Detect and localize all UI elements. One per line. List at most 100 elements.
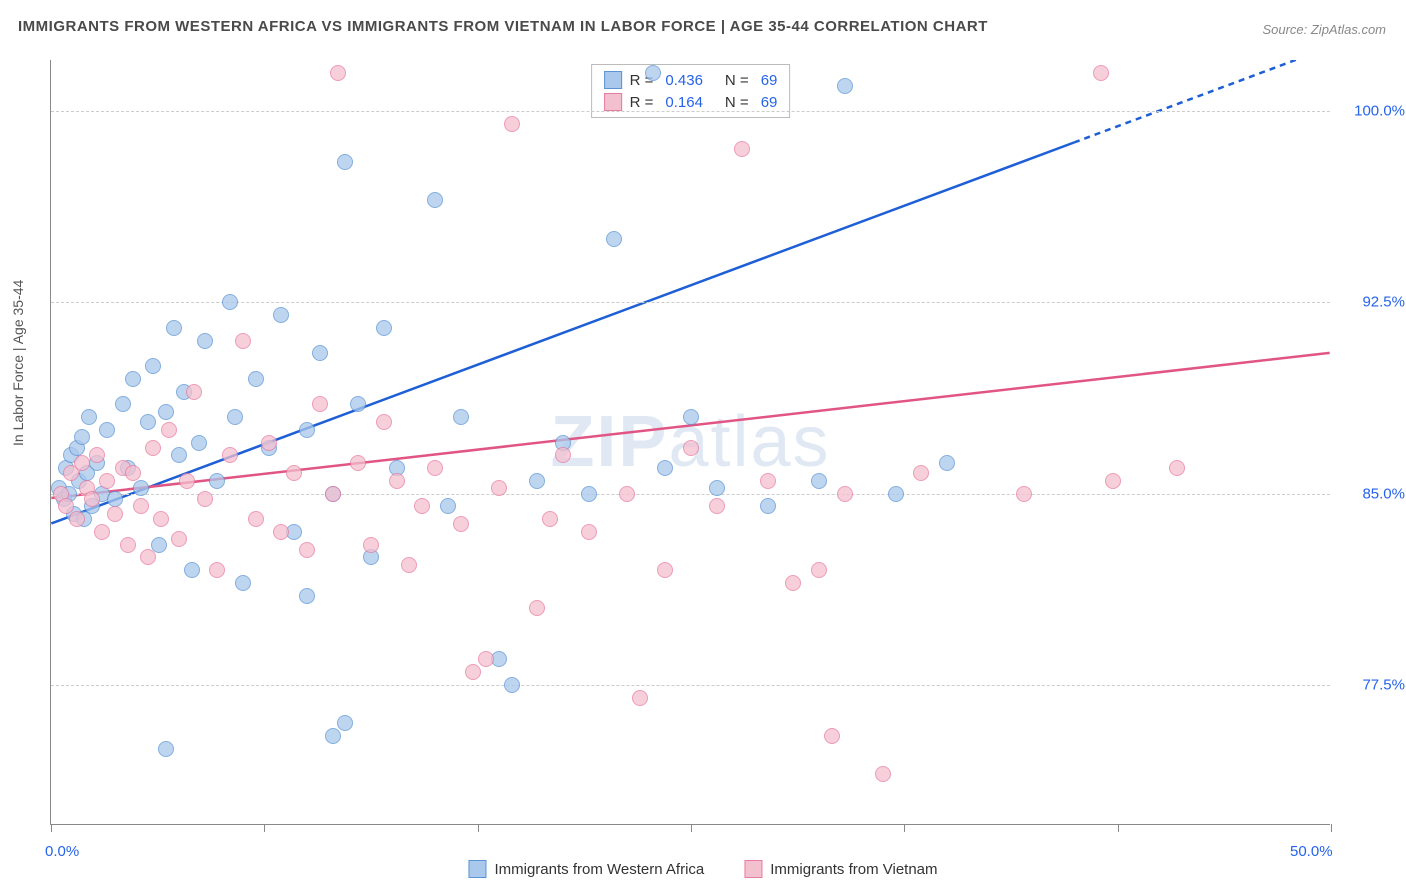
data-point bbox=[325, 486, 341, 502]
x-tick-label: 0.0% bbox=[45, 843, 79, 860]
data-point bbox=[158, 741, 174, 757]
data-point bbox=[939, 455, 955, 471]
data-point bbox=[785, 575, 801, 591]
data-point bbox=[350, 396, 366, 412]
data-point bbox=[875, 766, 891, 782]
source-attribution: Source: ZipAtlas.com bbox=[1262, 22, 1386, 37]
data-point bbox=[657, 562, 673, 578]
data-point bbox=[89, 447, 105, 463]
data-point bbox=[645, 65, 661, 81]
data-point bbox=[811, 473, 827, 489]
data-point bbox=[158, 404, 174, 420]
x-tick bbox=[478, 824, 479, 832]
data-point bbox=[299, 588, 315, 604]
data-point bbox=[414, 498, 430, 514]
data-point bbox=[504, 677, 520, 693]
data-point bbox=[273, 524, 289, 540]
data-point bbox=[125, 465, 141, 481]
data-point bbox=[171, 531, 187, 547]
data-point bbox=[1105, 473, 1121, 489]
legend-n-label: N = bbox=[725, 94, 749, 111]
data-point bbox=[427, 192, 443, 208]
data-point bbox=[133, 498, 149, 514]
data-point bbox=[179, 473, 195, 489]
legend-row: R =0.436N =69 bbox=[604, 69, 778, 91]
data-point bbox=[440, 498, 456, 514]
legend-n-label: N = bbox=[725, 72, 749, 89]
legend-swatch bbox=[468, 860, 486, 878]
data-point bbox=[478, 651, 494, 667]
data-point bbox=[330, 65, 346, 81]
data-point bbox=[171, 447, 187, 463]
data-point bbox=[811, 562, 827, 578]
data-point bbox=[465, 664, 481, 680]
data-point bbox=[115, 396, 131, 412]
data-point bbox=[74, 429, 90, 445]
data-point bbox=[145, 358, 161, 374]
trend-line-dashed bbox=[1074, 60, 1330, 143]
legend-r-label: R = bbox=[630, 94, 654, 111]
data-point bbox=[99, 422, 115, 438]
legend-label: Immigrants from Western Africa bbox=[494, 861, 704, 878]
legend-swatch bbox=[744, 860, 762, 878]
data-point bbox=[209, 473, 225, 489]
y-axis-label: In Labor Force | Age 35-44 bbox=[10, 280, 26, 446]
data-point bbox=[824, 728, 840, 744]
data-point bbox=[542, 511, 558, 527]
data-point bbox=[453, 516, 469, 532]
data-point bbox=[222, 447, 238, 463]
data-point bbox=[734, 141, 750, 157]
data-point bbox=[376, 414, 392, 430]
data-point bbox=[401, 557, 417, 573]
legend-n-value: 69 bbox=[761, 72, 778, 89]
data-point bbox=[337, 154, 353, 170]
data-point bbox=[81, 409, 97, 425]
x-tick bbox=[904, 824, 905, 832]
data-point bbox=[913, 465, 929, 481]
data-point bbox=[389, 473, 405, 489]
data-point bbox=[312, 345, 328, 361]
data-point bbox=[286, 465, 302, 481]
data-point bbox=[837, 486, 853, 502]
data-point bbox=[84, 491, 100, 507]
legend-row: R =0.164N =69 bbox=[604, 91, 778, 113]
data-point bbox=[133, 480, 149, 496]
data-point bbox=[161, 422, 177, 438]
data-point bbox=[491, 480, 507, 496]
data-point bbox=[709, 480, 725, 496]
data-point bbox=[125, 371, 141, 387]
legend-label: Immigrants from Vietnam bbox=[770, 861, 937, 878]
data-point bbox=[529, 473, 545, 489]
x-tick bbox=[691, 824, 692, 832]
data-point bbox=[273, 307, 289, 323]
data-point bbox=[140, 549, 156, 565]
data-point bbox=[120, 537, 136, 553]
gridline bbox=[51, 302, 1330, 303]
data-point bbox=[363, 537, 379, 553]
legend-item: Immigrants from Vietnam bbox=[744, 860, 937, 878]
data-point bbox=[222, 294, 238, 310]
data-point bbox=[683, 409, 699, 425]
data-point bbox=[94, 524, 110, 540]
legend-r-value: 0.164 bbox=[665, 94, 703, 111]
data-point bbox=[99, 473, 115, 489]
data-point bbox=[197, 491, 213, 507]
gridline bbox=[51, 111, 1330, 112]
correlation-legend: R =0.436N =69R =0.164N =69 bbox=[591, 64, 791, 118]
x-tick bbox=[264, 824, 265, 832]
x-tick-label: 50.0% bbox=[1290, 843, 1333, 860]
data-point bbox=[760, 473, 776, 489]
data-point bbox=[299, 542, 315, 558]
legend-swatch bbox=[604, 71, 622, 89]
data-point bbox=[191, 435, 207, 451]
data-point bbox=[376, 320, 392, 336]
data-point bbox=[555, 447, 571, 463]
chart-title: IMMIGRANTS FROM WESTERN AFRICA VS IMMIGR… bbox=[18, 18, 988, 35]
data-point bbox=[619, 486, 635, 502]
data-point bbox=[235, 333, 251, 349]
data-point bbox=[74, 455, 90, 471]
data-point bbox=[657, 460, 673, 476]
data-point bbox=[69, 511, 85, 527]
legend-item: Immigrants from Western Africa bbox=[468, 860, 704, 878]
data-point bbox=[248, 371, 264, 387]
